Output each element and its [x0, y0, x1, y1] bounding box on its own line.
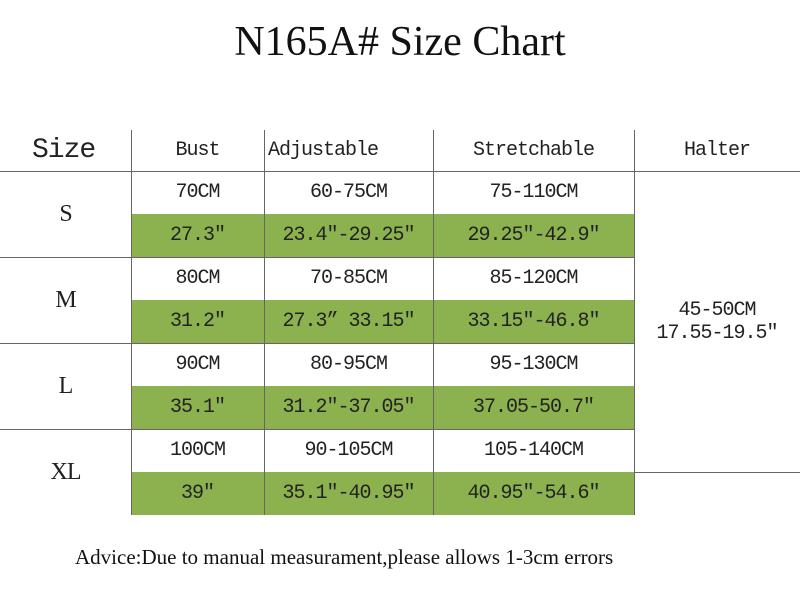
cm-cell: 95-130CM — [489, 353, 578, 376]
size-label: L — [58, 372, 74, 399]
inch-cell: 23.4″-29.25″ — [282, 224, 415, 247]
cm-cell: 70CM — [175, 181, 220, 204]
size-label: S — [59, 200, 72, 227]
inch-cell: 29.25″-42.9″ — [467, 224, 600, 247]
inch-cell: 37.05-50.7″ — [472, 396, 595, 419]
green-row — [131, 300, 634, 343]
cm-cell: 80CM — [175, 267, 220, 290]
halter-cell: 45-50CM 17.55-19.5″ — [634, 171, 800, 472]
v-line — [433, 130, 434, 515]
cm-cell: 100CM — [169, 439, 226, 462]
green-row — [131, 214, 634, 257]
cm-cell: 105-140CM — [483, 439, 584, 462]
cm-cell: 80-95CM — [309, 353, 388, 376]
inch-cell: 27.3” 33.15″ — [282, 310, 415, 333]
cm-cell: 75-110CM — [489, 181, 578, 204]
advice: Advice:Due to manual measurament,please … — [75, 545, 614, 569]
inch-cell: 35.1″-40.95″ — [282, 482, 415, 505]
cm-cell: 90-105CM — [304, 439, 393, 462]
inch-cell: 40.95″-54.6″ — [467, 482, 600, 505]
cm-cell: 90CM — [175, 353, 220, 376]
h-line — [0, 343, 634, 344]
inch-cell: 33.15″-46.8″ — [467, 310, 600, 333]
header-cell: Halter — [683, 139, 751, 162]
green-row — [131, 386, 634, 429]
v-line — [131, 130, 132, 515]
green-row — [131, 472, 634, 515]
header-cell: Size — [32, 135, 96, 166]
v-line — [264, 130, 265, 515]
inch-cell: 31.2″ — [169, 310, 226, 333]
halter-line: 45-50CM — [678, 298, 756, 322]
cm-cell: 60-75CM — [309, 181, 388, 204]
cm-cell: 70-85CM — [309, 267, 388, 290]
h-line — [0, 257, 634, 258]
header-cell: Stretchable — [472, 139, 595, 162]
header-cell: Adjustable — [268, 139, 379, 162]
halter-line: 17.55-19.5″ — [656, 321, 778, 345]
inch-cell: 35.1″ — [169, 396, 226, 419]
title: N165A# Size Chart — [234, 19, 566, 65]
h-line — [0, 171, 800, 172]
h-line — [634, 472, 800, 473]
h-line — [0, 429, 634, 430]
header-cell: Bust — [175, 139, 220, 162]
cm-cell: 85-120CM — [489, 267, 578, 290]
size-label: M — [55, 286, 76, 313]
inch-cell: 39″ — [180, 482, 215, 505]
inch-cell: 27.3″ — [169, 224, 226, 247]
v-line — [634, 130, 635, 515]
size-label: XL — [50, 458, 82, 485]
inch-cell: 31.2″-37.05″ — [282, 396, 415, 419]
